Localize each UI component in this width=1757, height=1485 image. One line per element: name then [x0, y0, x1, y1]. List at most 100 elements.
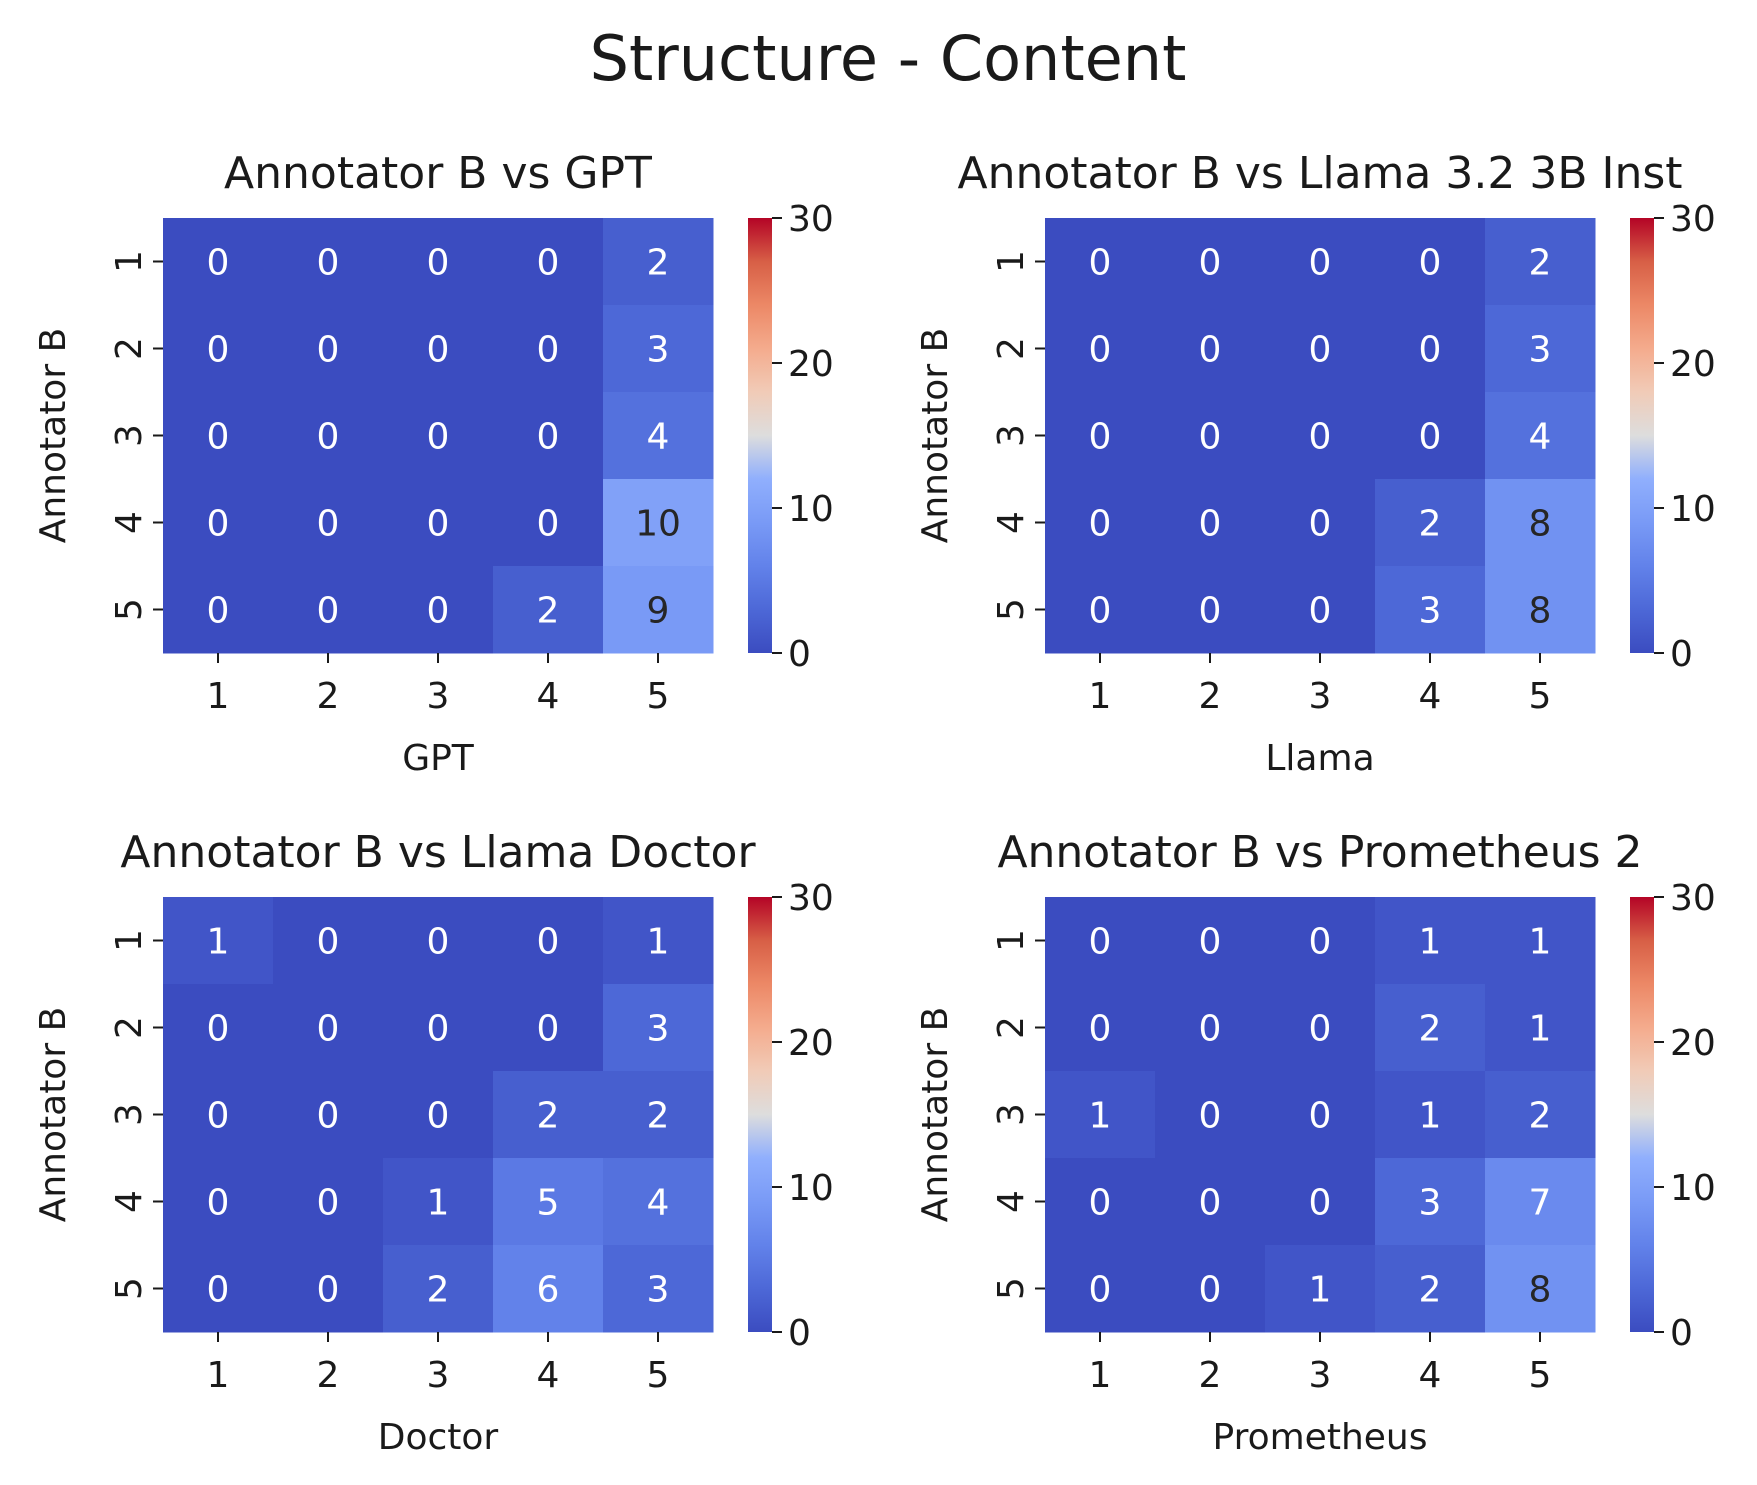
cell-value-label: 7 — [1529, 1183, 1552, 1224]
cell-value-label: 3 — [647, 1270, 670, 1311]
y-tick-label: 5 — [109, 598, 150, 621]
colorbar-tick-label: 0 — [1670, 1313, 1693, 1354]
colorbar — [1630, 218, 1654, 653]
colorbar-tick-label: 20 — [788, 344, 834, 385]
cell-value-label: 3 — [1419, 591, 1442, 632]
cell-value-label: 1 — [647, 922, 670, 963]
x-axis-label: Prometheus — [1213, 1417, 1428, 1458]
cell-value-label: 10 — [635, 504, 681, 545]
x-axis-label: Llama — [1265, 738, 1374, 779]
cell-value-label: 0 — [537, 243, 560, 284]
cell-value-label: 1 — [427, 1183, 450, 1224]
cell-value-label: 2 — [1419, 504, 1442, 545]
x-tick-label: 4 — [1419, 1355, 1442, 1396]
x-tick-label: 1 — [1089, 676, 1112, 717]
cell-value-label: 2 — [1529, 243, 1552, 284]
cell-value-label: 0 — [537, 417, 560, 458]
cell-value-label: 0 — [207, 417, 230, 458]
cell-value-label: 0 — [1199, 504, 1222, 545]
cell-value-label: 0 — [317, 1270, 340, 1311]
x-axis-label: Doctor — [378, 1417, 499, 1458]
y-axis-label: Annotator B — [33, 1007, 74, 1223]
colorbar-tick-label: 0 — [788, 1313, 811, 1354]
x-tick-label: 2 — [1199, 676, 1222, 717]
colorbar-tick-label: 10 — [1670, 1168, 1716, 1209]
colorbar-tick-label: 20 — [1670, 1023, 1716, 1064]
cell-value-label: 2 — [1529, 1096, 1552, 1137]
cell-value-label: 0 — [207, 1270, 230, 1311]
y-tick-label: 1 — [991, 929, 1032, 952]
colorbar-tick-label: 10 — [1670, 489, 1716, 530]
cell-value-label: 2 — [427, 1270, 450, 1311]
cell-value-label: 8 — [1529, 1270, 1552, 1311]
cell-value-label: 0 — [537, 922, 560, 963]
cell-value-label: 6 — [537, 1270, 560, 1311]
x-axis-label: GPT — [402, 738, 475, 779]
y-tick-label: 2 — [109, 1016, 150, 1039]
x-tick-label: 3 — [1309, 676, 1332, 717]
y-tick-label: 4 — [109, 511, 150, 534]
cell-value-label: 0 — [1309, 1096, 1332, 1137]
y-tick-label: 3 — [991, 1103, 1032, 1126]
cell-value-label: 0 — [207, 1009, 230, 1050]
cell-value-label: 0 — [207, 504, 230, 545]
colorbar-tick-label: 0 — [1670, 634, 1693, 675]
x-tick-label: 1 — [1089, 1355, 1112, 1396]
cell-value-label: 0 — [1309, 417, 1332, 458]
y-tick-label: 3 — [109, 424, 150, 447]
cell-value-label: 0 — [1199, 330, 1222, 371]
x-tick-label: 2 — [1199, 1355, 1222, 1396]
y-tick-label: 4 — [991, 511, 1032, 534]
x-tick-label: 5 — [1529, 676, 1552, 717]
y-axis-label: Annotator B — [915, 328, 956, 544]
x-tick-label: 3 — [427, 676, 450, 717]
cell-value-label: 0 — [1089, 330, 1112, 371]
y-tick-label: 3 — [991, 424, 1032, 447]
cell-value-label: 0 — [427, 1009, 450, 1050]
cell-value-label: 1 — [1419, 922, 1442, 963]
y-tick-label: 4 — [109, 1190, 150, 1213]
cell-value-label: 0 — [317, 330, 340, 371]
cell-value-label: 1 — [1089, 1096, 1112, 1137]
panel-title: Annotator B vs GPT — [224, 148, 652, 199]
cell-value-label: 0 — [1309, 1183, 1332, 1224]
x-tick-label: 3 — [1309, 1355, 1332, 1396]
cell-value-label: 0 — [1419, 330, 1442, 371]
cell-value-label: 0 — [1199, 417, 1222, 458]
cell-value-label: 8 — [1529, 504, 1552, 545]
cell-value-label: 0 — [1309, 243, 1332, 284]
cell-value-label: 0 — [537, 330, 560, 371]
cell-value-label: 0 — [1089, 417, 1112, 458]
cell-value-label: 0 — [1309, 330, 1332, 371]
cell-value-label: 1 — [207, 922, 230, 963]
cell-value-label: 0 — [317, 922, 340, 963]
colorbar — [1630, 897, 1654, 1332]
colorbar — [748, 897, 772, 1332]
x-tick-label: 1 — [207, 1355, 230, 1396]
cell-value-label: 0 — [1089, 591, 1112, 632]
cell-value-label: 8 — [1529, 591, 1552, 632]
colorbar-tick-label: 30 — [1670, 878, 1716, 919]
cell-value-label: 0 — [207, 1096, 230, 1137]
y-tick-label: 5 — [991, 598, 1032, 621]
x-tick-label: 1 — [207, 676, 230, 717]
x-tick-label: 5 — [1529, 1355, 1552, 1396]
cell-value-label: 0 — [207, 1183, 230, 1224]
cell-value-label: 0 — [1199, 1270, 1222, 1311]
cell-value-label: 0 — [427, 330, 450, 371]
cell-value-label: 0 — [1089, 922, 1112, 963]
cell-value-label: 0 — [1199, 922, 1222, 963]
x-tick-label: 2 — [317, 676, 340, 717]
cell-value-label: 0 — [427, 591, 450, 632]
cell-value-label: 0 — [1199, 243, 1222, 284]
cell-value-label: 9 — [647, 591, 670, 632]
panel-title: Annotator B vs Llama Doctor — [120, 827, 756, 878]
cell-value-label: 0 — [427, 504, 450, 545]
cell-value-label: 0 — [207, 243, 230, 284]
cell-value-label: 0 — [427, 243, 450, 284]
cell-value-label: 3 — [647, 330, 670, 371]
y-axis-label: Annotator B — [33, 328, 74, 544]
cell-value-label: 0 — [207, 330, 230, 371]
colorbar-tick-label: 10 — [788, 489, 834, 530]
